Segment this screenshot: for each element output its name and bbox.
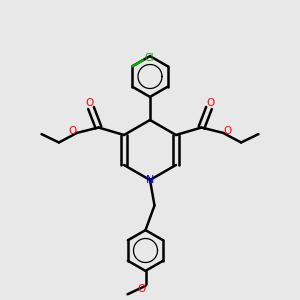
Text: O: O <box>224 126 232 136</box>
Text: O: O <box>85 98 94 108</box>
Text: O: O <box>137 284 145 294</box>
Text: O: O <box>206 98 214 108</box>
Text: N: N <box>146 175 154 185</box>
Text: Cl: Cl <box>145 53 154 63</box>
Text: O: O <box>68 126 76 136</box>
